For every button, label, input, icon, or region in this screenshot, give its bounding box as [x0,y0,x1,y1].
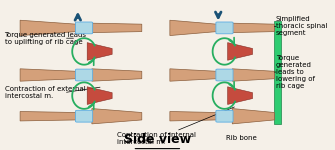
FancyBboxPatch shape [216,22,233,34]
FancyBboxPatch shape [75,110,93,122]
Text: Side view: Side view [124,133,191,146]
Text: Torque generated leads
to uplifting of rib cage: Torque generated leads to uplifting of r… [4,32,86,45]
FancyBboxPatch shape [274,21,281,124]
Polygon shape [232,23,274,33]
FancyBboxPatch shape [216,110,233,122]
FancyBboxPatch shape [75,22,93,34]
Text: Simplified
thoracic spinal
segment: Simplified thoracic spinal segment [276,16,327,36]
Polygon shape [20,111,76,121]
Polygon shape [170,20,217,36]
Polygon shape [20,20,76,36]
Text: Contraction of internal
intercostal m.: Contraction of internal intercostal m. [117,132,196,145]
Polygon shape [170,111,217,121]
Polygon shape [227,87,253,104]
Polygon shape [232,109,274,124]
Polygon shape [92,109,142,124]
Polygon shape [87,87,112,104]
Polygon shape [20,69,76,81]
Polygon shape [92,23,142,33]
Text: Contraction of external
intercostal m.: Contraction of external intercostal m. [4,86,85,99]
FancyBboxPatch shape [75,69,93,81]
Polygon shape [87,43,112,60]
Polygon shape [170,69,217,81]
Polygon shape [227,43,253,60]
FancyBboxPatch shape [216,69,233,81]
Text: Rib bone: Rib bone [226,135,257,141]
Polygon shape [92,69,142,81]
Polygon shape [232,69,274,81]
Text: Torque
generated
leads to
lowering of
rib cage: Torque generated leads to lowering of ri… [276,55,315,89]
